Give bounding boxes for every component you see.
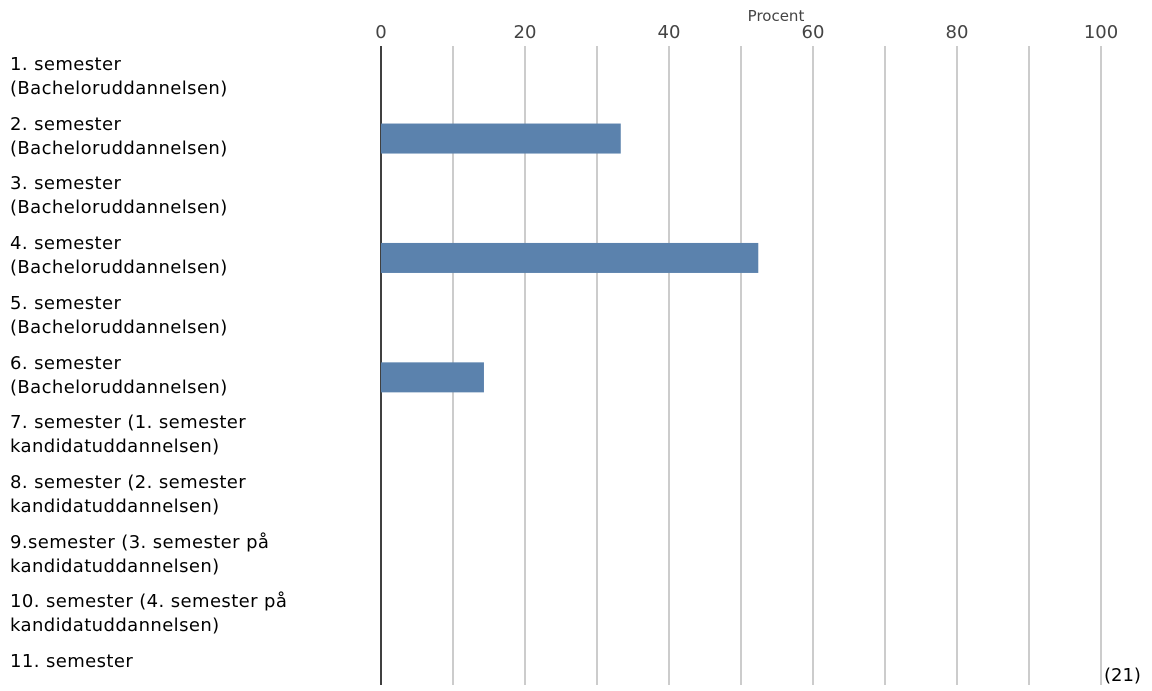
x-tick-label: 0 [375,22,387,43]
category-label: 9.semester (3. semester på kandidatuddan… [10,531,270,577]
category-label: 2. semester (Bacheloruddannelsen) [10,113,228,159]
bar [381,242,759,273]
category-label: 8. semester (2. semester kandidatuddanne… [10,471,247,517]
category-label: 7. semester (1. semester kandidatuddanne… [10,412,247,458]
bar [381,123,621,154]
category-label: 11. semester [10,651,134,672]
category-label: 5. semester (Bacheloruddannelsen) [10,292,228,338]
category-label: 3. semester (Bacheloruddannelsen) [10,173,228,219]
x-axis-title: Procent [747,7,805,25]
category-label: 1. semester (Bacheloruddannelsen) [10,54,228,99]
x-tick-label: 20 [513,22,537,43]
category-label: 4. semester (Bacheloruddannelsen) [10,233,228,279]
category-label: 6. semester (Bacheloruddannelsen) [10,352,228,398]
x-tick-label: 60 [801,22,825,43]
x-tick-label: 100 [1083,22,1119,43]
category-label: 10. semester (4. semester på kandidatudd… [10,591,288,637]
x-tick-label: 80 [945,22,969,43]
bar [381,362,484,393]
x-tick-label: 40 [657,22,681,43]
respondent-count: (21) [1104,665,1141,686]
